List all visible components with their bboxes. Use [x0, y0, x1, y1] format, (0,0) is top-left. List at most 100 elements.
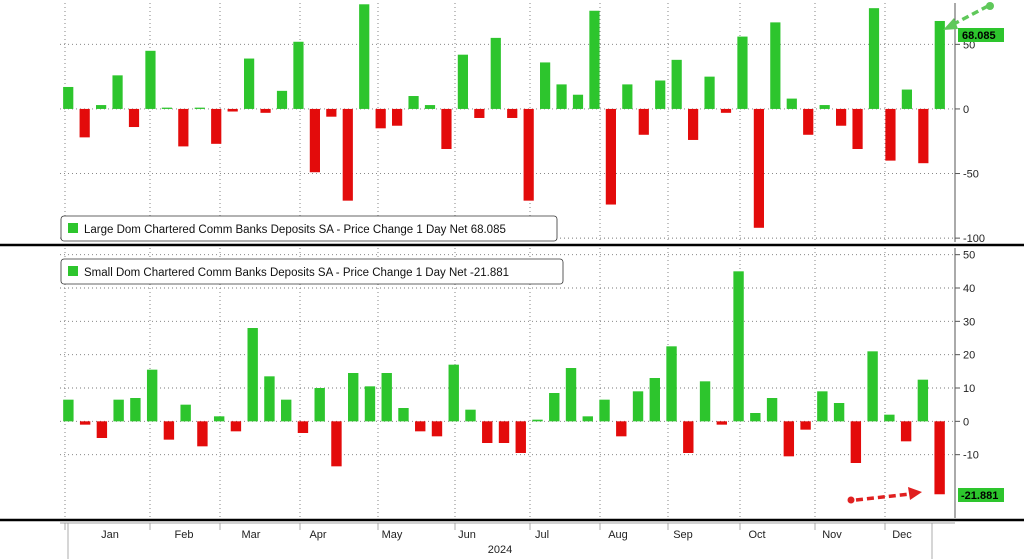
small-banks-legend-swatch [68, 266, 78, 276]
large-banks-ytick-label: 0 [963, 104, 969, 116]
large-banks-bar [671, 59, 682, 109]
large-banks-bar [704, 76, 715, 109]
large-banks-bar [375, 108, 386, 129]
large-banks-bar [112, 75, 123, 109]
small-banks-bar [817, 391, 828, 422]
x-axis-month-label: Jul [535, 529, 549, 541]
large-banks-bar [424, 105, 436, 109]
large-banks-bar [605, 108, 616, 205]
small-banks-y-axis: 50 40 30 20 10 0 -10 [954, 248, 979, 518]
small-banks-legend: Small Dom Chartered Comm Banks Deposits … [60, 258, 564, 285]
small-banks-bar [783, 421, 795, 457]
large-banks-bar [753, 108, 764, 228]
small-banks-bar [549, 393, 560, 422]
large-banks-bar [885, 108, 896, 161]
small-banks-ytick-label: 20 [963, 350, 975, 362]
x-axis-month-label: Feb [175, 529, 194, 541]
small-banks-bar [130, 398, 141, 422]
x-axis-month-label: Sep [673, 529, 693, 541]
large-banks-bar [655, 80, 666, 109]
small-banks-bar [632, 391, 644, 422]
small-banks-bar [230, 421, 242, 432]
large-banks-bar [786, 98, 797, 109]
small-banks-bar [482, 421, 493, 443]
x-axis-year-label: 2024 [488, 544, 512, 556]
x-axis-month-label: Dec [892, 529, 912, 541]
large-banks-bar [556, 84, 567, 109]
large-banks-bar [227, 108, 238, 112]
small-banks-ytick-label: 30 [963, 316, 975, 328]
large-banks-last-value-label: 68.085 [962, 30, 996, 42]
large-banks-bar [145, 50, 156, 109]
large-banks-last-value: 68.085 [958, 28, 1004, 42]
large-banks-bar [572, 94, 584, 109]
large-banks-bar [589, 10, 600, 109]
large-banks-bar [326, 108, 337, 117]
large-banks-bar [474, 108, 485, 118]
small-banks-bar [180, 404, 191, 422]
large-banks-bar [392, 108, 403, 126]
x-axis-month-label: May [382, 529, 403, 541]
small-banks-arrow-icon [847, 487, 922, 504]
large-banks-bar [720, 108, 732, 113]
small-banks-ytick-label: 0 [963, 416, 969, 428]
small-banks-bar [565, 368, 577, 422]
small-banks-bar [599, 399, 610, 422]
small-banks-bar [683, 421, 694, 453]
small-banks-bar [716, 421, 728, 425]
large-banks-bar [211, 108, 222, 144]
large-banks-panel: 50 0 -50 -100 Large Dom Chartered Comm Bank… [60, 2, 1004, 245]
large-banks-legend: Large Dom Chartered Comm Banks Deposits … [60, 215, 558, 242]
small-banks-bar [733, 271, 744, 422]
small-banks-bar [750, 413, 761, 422]
small-banks-panel: 50 40 30 20 10 0 -10 Small Dom Chartered Comm … [60, 248, 1004, 518]
large-banks-legend-text: Large Dom Chartered Comm Banks Deposits … [84, 224, 506, 236]
large-banks-bar [63, 86, 74, 109]
small-banks-bar [348, 373, 359, 422]
large-banks-bar [934, 20, 945, 109]
small-banks-bar [79, 421, 91, 425]
small-banks-bar [163, 421, 175, 440]
small-banks-bar [616, 421, 627, 437]
large-banks-bar [276, 90, 288, 109]
large-banks-bar [622, 84, 633, 109]
small-banks-bar [934, 421, 945, 495]
small-banks-bars [63, 271, 945, 495]
large-banks-bar [293, 41, 304, 109]
large-banks-bar [918, 108, 929, 164]
x-axis-month-label: Apr [309, 529, 326, 541]
large-banks-bars [63, 4, 945, 228]
large-banks-ytick-label: -100 [963, 233, 985, 245]
large-banks-bar [161, 107, 172, 109]
small-banks-ytick-label: 50 [963, 250, 975, 262]
small-banks-bar [498, 421, 510, 443]
small-banks-bar [415, 421, 426, 432]
small-banks-bar [398, 408, 409, 422]
small-banks-bar [833, 403, 845, 422]
large-banks-bar [194, 107, 205, 109]
large-banks-bar [79, 108, 90, 138]
large-banks-bar [803, 108, 814, 135]
x-axis-month-label: Aug [608, 529, 628, 541]
small-banks-bar [850, 421, 862, 463]
large-banks-bar [737, 36, 748, 109]
small-banks-bar [146, 369, 158, 422]
large-banks-bar [309, 108, 320, 173]
x-axis-month-label: Jun [458, 529, 476, 541]
small-banks-bar [867, 351, 878, 422]
small-banks-gridlines [60, 248, 955, 518]
small-banks-bar [297, 421, 309, 433]
small-banks-bar [381, 373, 392, 422]
small-banks-bar [465, 409, 476, 422]
small-banks-bar [532, 419, 543, 422]
small-banks-last-value: -21.881 [958, 488, 1004, 502]
large-banks-bar [260, 108, 271, 113]
small-banks-bar [213, 416, 225, 422]
small-banks-bar [699, 381, 711, 422]
x-axis-month-label: Jan [101, 529, 119, 541]
large-banks-bar [688, 108, 699, 140]
large-banks-bar [540, 62, 551, 109]
large-banks-gridlines [60, 3, 955, 242]
x-axis-month-label: Oct [748, 529, 765, 541]
